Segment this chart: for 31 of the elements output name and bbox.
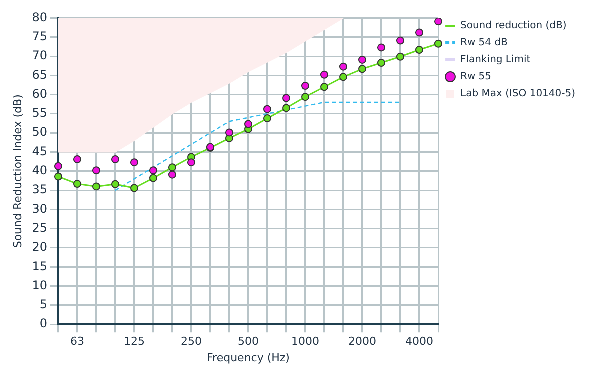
x-axis-title: Frequency (Hz)	[207, 351, 290, 364]
y-tick-label: 5	[40, 298, 48, 312]
y-tick-label: 20	[32, 240, 48, 254]
x-tick-label: 250	[180, 335, 202, 348]
y-tick-label: 70	[32, 48, 48, 63]
legend-label: Sound reduction (dB)	[460, 20, 567, 32]
x-tick-label: 125	[124, 335, 145, 348]
y-tick-label: 30	[32, 202, 48, 216]
legend-label: Rw 55	[460, 72, 492, 83]
y-tick-label: 65	[32, 68, 48, 82]
y-tick-label: 80	[32, 10, 48, 24]
y-tick-label: 40	[32, 164, 48, 178]
y-tick-label: 0	[40, 316, 48, 331]
y-tick-label: 15	[32, 259, 48, 274]
legend-label: Rw 54 dB	[460, 38, 508, 49]
y-tick-label: 55	[32, 106, 48, 120]
y-tick-label: 10	[32, 278, 48, 292]
y-tick-label: 75	[32, 29, 48, 44]
legend-label: Lab Max (ISO 10140-5)	[460, 88, 576, 100]
x-tick-label: 63	[70, 335, 84, 348]
y-tick-label: 25	[32, 220, 48, 235]
y-tick-label: 50	[32, 125, 48, 140]
y-axis-title: Sound Reduction Index (dB)	[11, 94, 24, 248]
y-tick-label: 45	[32, 144, 48, 158]
legend-label: Flanking Limit	[460, 54, 531, 66]
y-tick-label: 35	[32, 182, 48, 197]
x-tick-label: 2000	[348, 335, 376, 348]
x-tick-label: 4000	[406, 335, 434, 348]
y-tick-label: 60	[32, 86, 48, 101]
x-tick-label: 500	[238, 335, 259, 348]
x-tick-label: 1000	[291, 335, 320, 348]
